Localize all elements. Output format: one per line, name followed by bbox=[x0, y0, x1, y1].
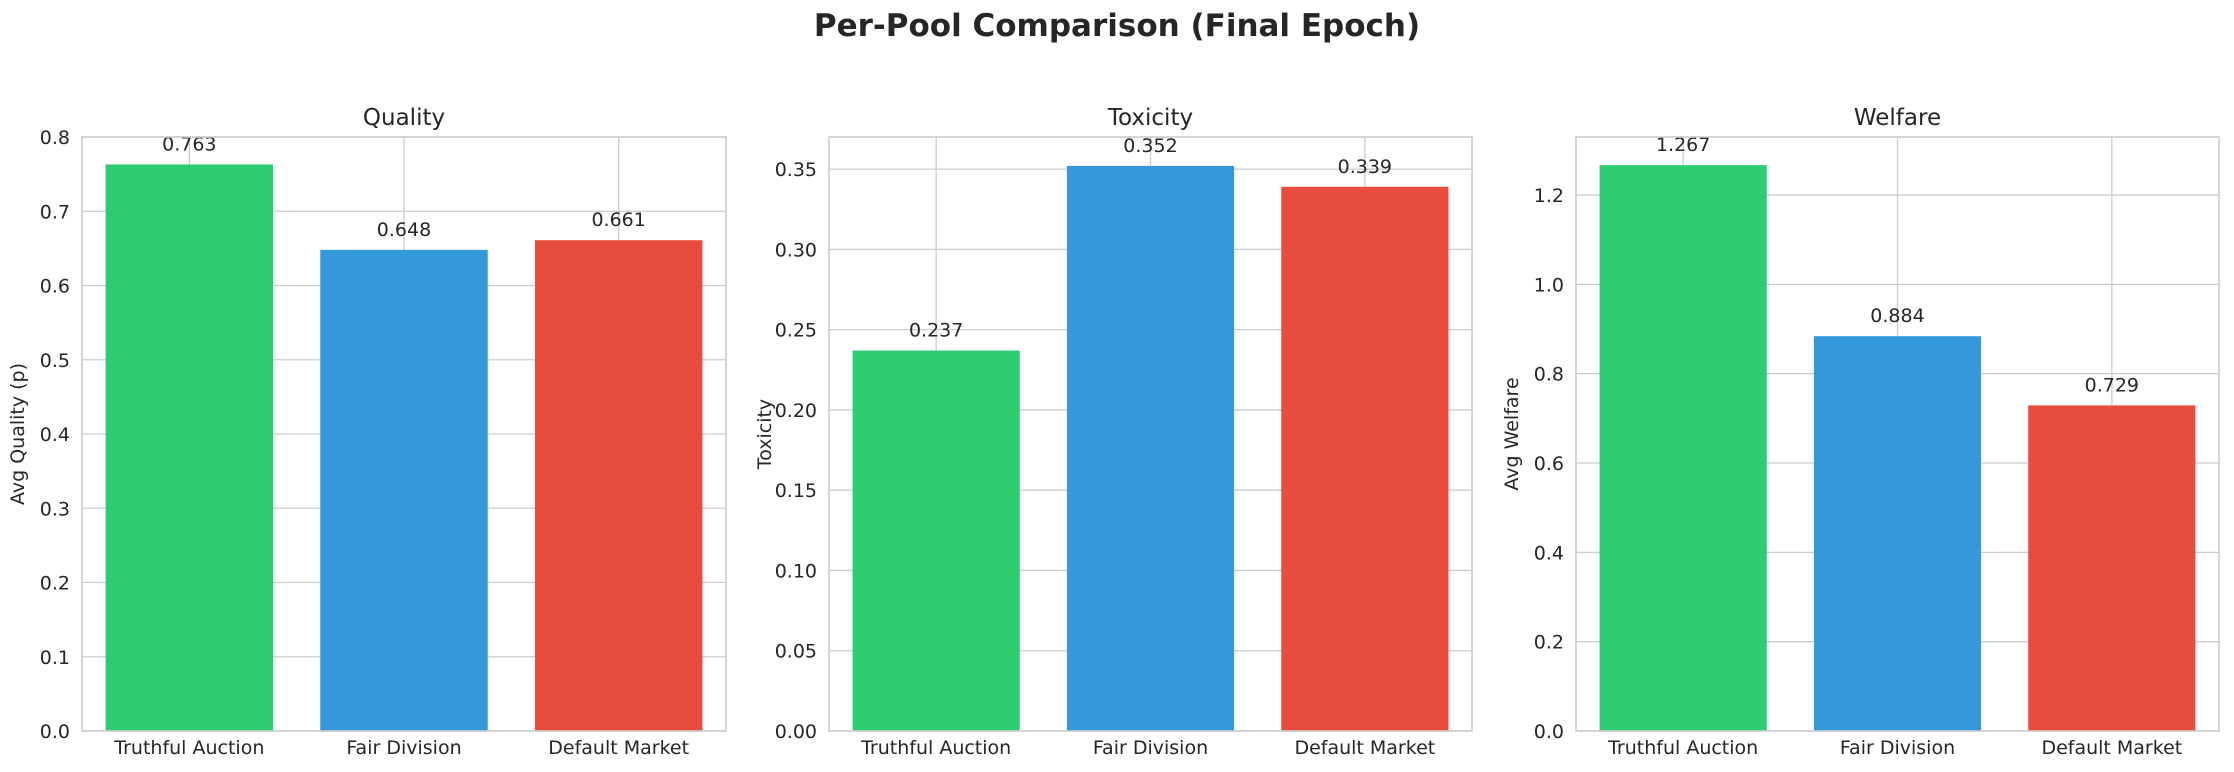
y-tick-label: 0.3 bbox=[40, 498, 70, 520]
y-axis-label: Avg Quality (p) bbox=[7, 363, 29, 505]
data-label: 0.763 bbox=[162, 133, 216, 155]
y-tick-label: 0.8 bbox=[1534, 364, 1564, 386]
y-tick-label: 0.00 bbox=[775, 721, 817, 743]
plot-frame bbox=[81, 136, 727, 732]
y-tick-label: 0.4 bbox=[1534, 542, 1564, 564]
bar bbox=[534, 240, 703, 731]
y-tick-label: 0.0 bbox=[40, 721, 70, 743]
x-tick-label: Truthful Auction bbox=[1607, 737, 1758, 759]
bar bbox=[1599, 165, 1767, 731]
data-label: 0.339 bbox=[1338, 156, 1392, 178]
y-tick-label: 0.05 bbox=[775, 641, 817, 663]
bar bbox=[1813, 336, 1982, 731]
data-label: 0.729 bbox=[2085, 374, 2139, 396]
data-label: 0.661 bbox=[591, 209, 645, 231]
x-tick-label: Default Market bbox=[548, 737, 689, 759]
y-tick-label: 0.2 bbox=[40, 573, 70, 595]
x-tick-label: Default Market bbox=[1294, 737, 1435, 759]
plot-frame bbox=[828, 136, 1473, 732]
y-axis-label: Toxicity bbox=[754, 399, 776, 470]
y-tick-label: 0.30 bbox=[775, 239, 817, 261]
data-label: 1.267 bbox=[1656, 134, 1710, 156]
y-tick-label: 0.1 bbox=[40, 647, 70, 669]
data-label: 0.352 bbox=[1123, 135, 1177, 157]
y-tick-label: 0.15 bbox=[775, 480, 817, 502]
panel-title: Welfare bbox=[1854, 105, 1941, 131]
x-tick-label: Fair Division bbox=[346, 737, 461, 759]
y-tick-label: 0.4 bbox=[40, 424, 70, 446]
x-tick-label: Default Market bbox=[2041, 737, 2182, 759]
y-tick-label: 1.0 bbox=[1534, 274, 1564, 296]
data-label: 0.648 bbox=[377, 219, 431, 241]
bar bbox=[320, 249, 488, 732]
y-axis-label: Avg Welfare bbox=[1501, 377, 1523, 490]
y-tick-label: 1.2 bbox=[1534, 185, 1564, 207]
x-tick-label: Fair Division bbox=[1840, 737, 1955, 759]
x-tick-label: Truthful Auction bbox=[113, 737, 264, 759]
data-label: 0.237 bbox=[909, 320, 963, 342]
y-tick-label: 0.5 bbox=[40, 350, 70, 372]
panel-title: Toxicity bbox=[1107, 105, 1193, 131]
bar bbox=[1066, 165, 1235, 732]
y-tick-label: 0.25 bbox=[775, 320, 817, 342]
x-tick-label: Truthful Auction bbox=[860, 737, 1011, 759]
y-tick-label: 0.8 bbox=[40, 127, 70, 149]
bar bbox=[105, 164, 274, 731]
y-tick-label: 0.20 bbox=[775, 400, 817, 422]
y-tick-label: 0.6 bbox=[1534, 453, 1564, 475]
y-tick-label: 0.35 bbox=[775, 159, 817, 181]
y-tick-label: 0.2 bbox=[1534, 632, 1564, 654]
bar bbox=[2028, 405, 2196, 731]
figure-title: Per-Pool Comparison (Final Epoch) bbox=[813, 8, 1421, 44]
data-label: 0.884 bbox=[1870, 305, 1924, 327]
bar bbox=[1281, 186, 1449, 731]
y-tick-label: 0.7 bbox=[40, 201, 70, 223]
bar bbox=[852, 350, 1020, 731]
x-tick-label: Fair Division bbox=[1093, 737, 1208, 759]
panel-title: Quality bbox=[363, 105, 445, 131]
y-tick-label: 0.6 bbox=[40, 276, 70, 298]
y-tick-label: 0.10 bbox=[775, 560, 817, 582]
y-tick-label: 0.0 bbox=[1534, 721, 1564, 743]
plot-frame bbox=[1575, 136, 2220, 732]
